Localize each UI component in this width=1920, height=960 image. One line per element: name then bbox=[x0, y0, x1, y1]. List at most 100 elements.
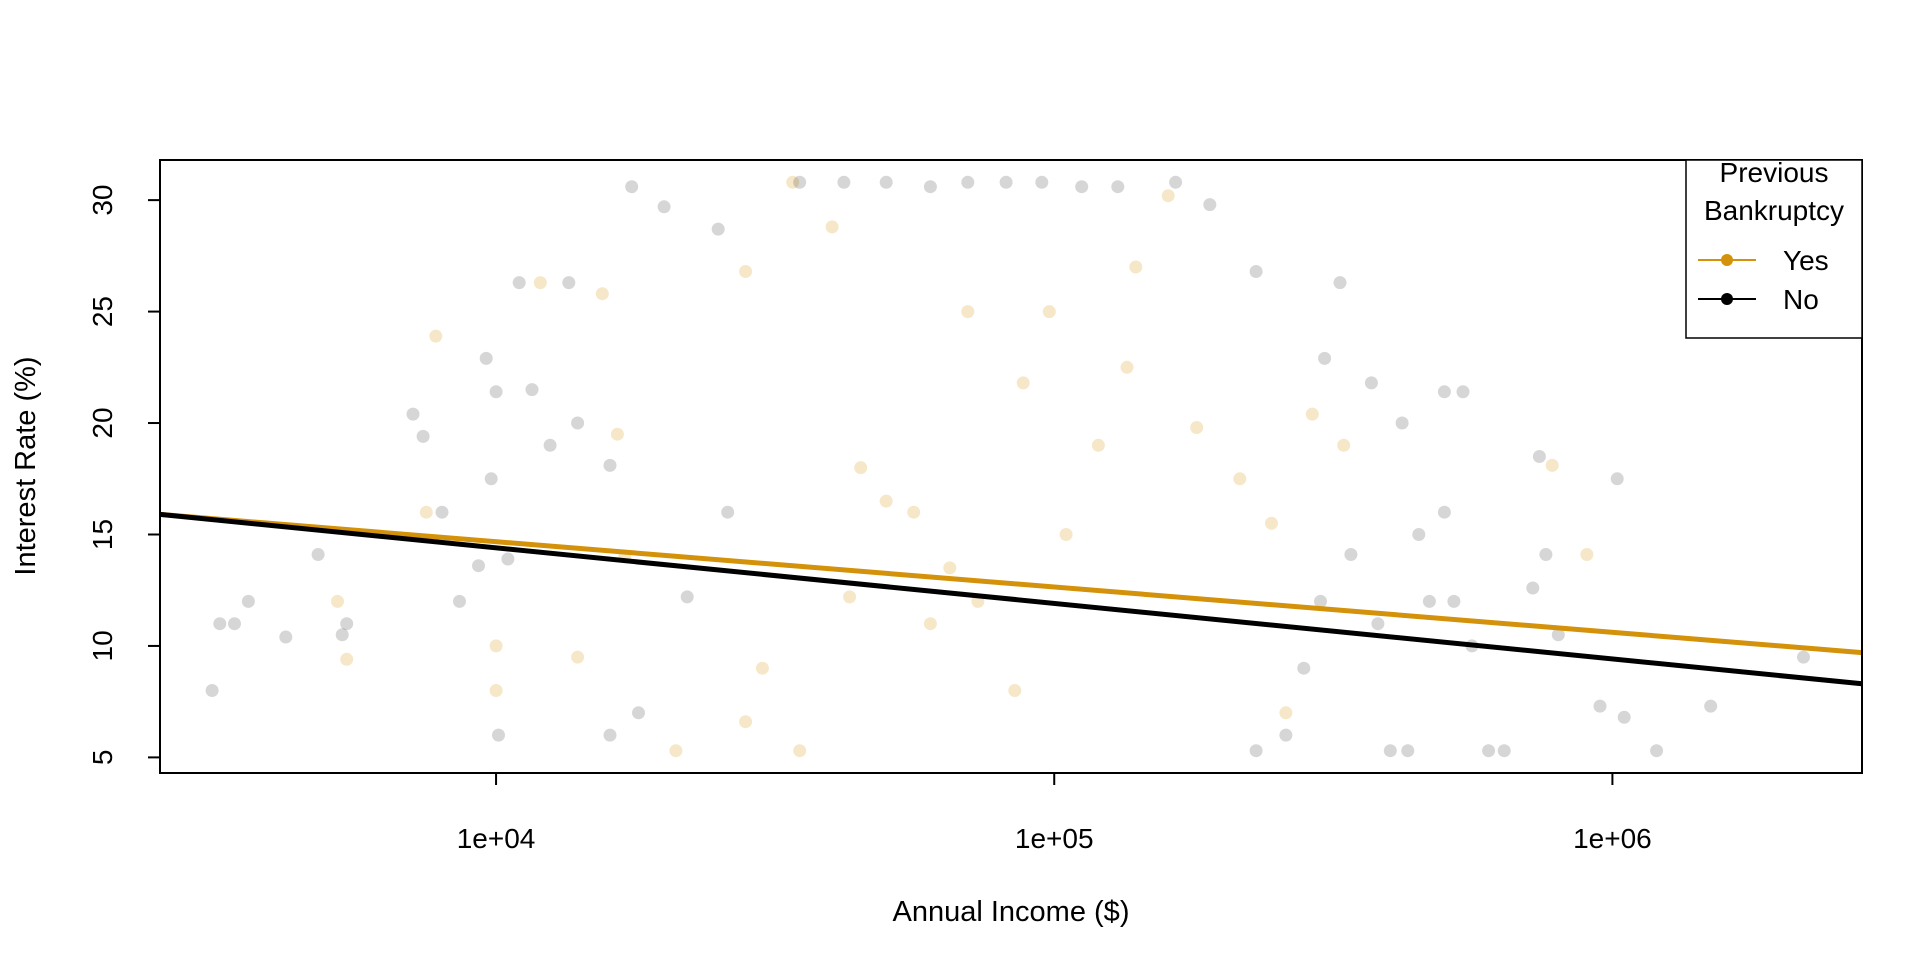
point-yes-9 bbox=[489, 684, 503, 697]
point-no-8 bbox=[406, 407, 420, 421]
legend-title-line-2: Bankruptcy bbox=[1704, 195, 1844, 226]
point-no-51 bbox=[1497, 744, 1511, 758]
point-yes-10 bbox=[571, 650, 585, 664]
point-no-43 bbox=[1437, 385, 1451, 399]
point-yes-22 bbox=[1129, 260, 1143, 274]
point-no-41 bbox=[1364, 376, 1378, 390]
trend-line-yes bbox=[159, 511, 1863, 656]
x-axis: 1e+04 1e+05 1e+06 bbox=[457, 773, 1652, 854]
y-tick-label: 5 bbox=[87, 750, 118, 766]
point-no-39 bbox=[1318, 351, 1332, 365]
point-yes-34 bbox=[879, 494, 893, 508]
point-no-56 bbox=[1593, 699, 1607, 713]
point-no-3 bbox=[205, 684, 219, 697]
point-yes-33 bbox=[793, 744, 807, 758]
point-no-54 bbox=[1539, 548, 1553, 561]
point-no-31 bbox=[961, 175, 975, 189]
point-yes-24 bbox=[1190, 421, 1204, 434]
trend-lines-layer bbox=[159, 511, 1863, 687]
point-yes-37 bbox=[1059, 528, 1073, 541]
point-no-22 bbox=[571, 416, 585, 430]
point-no-21 bbox=[562, 276, 576, 290]
point-yes-28 bbox=[1337, 438, 1351, 452]
point-no-47 bbox=[1422, 594, 1436, 608]
y-tick-label: 25 bbox=[87, 296, 118, 327]
point-yes-29 bbox=[1279, 706, 1293, 720]
point-no-53 bbox=[1532, 450, 1546, 463]
point-no-36 bbox=[1169, 175, 1183, 189]
point-no-69 bbox=[1249, 744, 1263, 758]
y-tick-label: 30 bbox=[87, 185, 118, 216]
legend-label-no: No bbox=[1783, 284, 1819, 315]
trend-line-no bbox=[159, 511, 1863, 687]
point-no-57 bbox=[1617, 710, 1631, 724]
point-yes-19 bbox=[1016, 376, 1030, 390]
point-yes-27 bbox=[1305, 407, 1319, 421]
point-yes-17 bbox=[923, 617, 937, 631]
point-yes-38 bbox=[1120, 360, 1134, 374]
point-no-63 bbox=[1371, 617, 1385, 631]
point-no-32 bbox=[999, 175, 1013, 189]
point-no-64 bbox=[1383, 744, 1397, 758]
point-no-33 bbox=[1035, 175, 1049, 189]
point-yes-11 bbox=[669, 744, 683, 758]
point-no-72 bbox=[680, 590, 694, 604]
x-tick-label: 1e+04 bbox=[457, 823, 536, 854]
point-no-29 bbox=[879, 175, 893, 189]
legend-entry-yes: Yes bbox=[1698, 245, 1829, 276]
point-yes-25 bbox=[1233, 472, 1247, 486]
point-yes-15 bbox=[854, 461, 868, 475]
point-no-0 bbox=[213, 617, 227, 631]
point-no-70 bbox=[603, 728, 617, 742]
point-no-60 bbox=[1704, 699, 1718, 713]
point-no-12 bbox=[472, 559, 485, 573]
point-yes-23 bbox=[1161, 189, 1175, 203]
point-yes-21 bbox=[1091, 438, 1105, 452]
point-no-23 bbox=[603, 458, 617, 472]
point-no-28 bbox=[837, 175, 851, 189]
point-no-18 bbox=[512, 276, 526, 290]
point-no-4 bbox=[279, 630, 293, 644]
legend-swatch-no-dot bbox=[1721, 293, 1733, 305]
point-yes-39 bbox=[755, 661, 769, 675]
point-yes-31 bbox=[1580, 548, 1594, 561]
point-no-65 bbox=[1401, 744, 1415, 758]
point-no-16 bbox=[492, 728, 505, 742]
point-no-50 bbox=[1482, 744, 1496, 758]
point-no-35 bbox=[1111, 180, 1125, 194]
point-no-55 bbox=[1551, 628, 1565, 642]
point-yes-36 bbox=[1008, 684, 1022, 697]
point-yes-40 bbox=[843, 590, 857, 604]
point-yes-35 bbox=[943, 561, 957, 575]
point-yes-6 bbox=[331, 594, 344, 608]
point-yes-20 bbox=[1042, 305, 1056, 319]
point-no-11 bbox=[453, 594, 466, 608]
point-yes-7 bbox=[340, 652, 354, 666]
point-yes-30 bbox=[1545, 458, 1559, 472]
point-no-27 bbox=[793, 175, 807, 189]
point-no-67 bbox=[1297, 661, 1311, 675]
point-no-9 bbox=[416, 429, 430, 443]
point-yes-32 bbox=[739, 715, 753, 729]
y-axis: 5 10 15 20 25 30 bbox=[87, 185, 160, 766]
point-no-25 bbox=[657, 200, 671, 214]
point-yes-13 bbox=[786, 175, 800, 189]
point-no-61 bbox=[1797, 650, 1810, 664]
x-axis-title: Annual Income ($) bbox=[893, 896, 1130, 928]
point-no-58 bbox=[1610, 472, 1624, 486]
point-yes-3 bbox=[595, 287, 609, 301]
y-tick-label: 15 bbox=[87, 519, 118, 550]
point-no-30 bbox=[923, 180, 937, 194]
point-yes-2 bbox=[533, 276, 547, 290]
point-no-48 bbox=[1447, 594, 1461, 608]
point-yes-16 bbox=[907, 505, 921, 519]
point-no-20 bbox=[543, 438, 557, 452]
point-no-42 bbox=[1395, 416, 1409, 430]
legend-title-line-1: Previous bbox=[1720, 157, 1829, 188]
point-no-7 bbox=[340, 617, 354, 631]
point-no-62 bbox=[1344, 548, 1358, 561]
legend: Previous Bankruptcy Yes No bbox=[1685, 157, 1863, 339]
point-no-13 bbox=[479, 351, 493, 365]
point-no-10 bbox=[435, 505, 449, 519]
